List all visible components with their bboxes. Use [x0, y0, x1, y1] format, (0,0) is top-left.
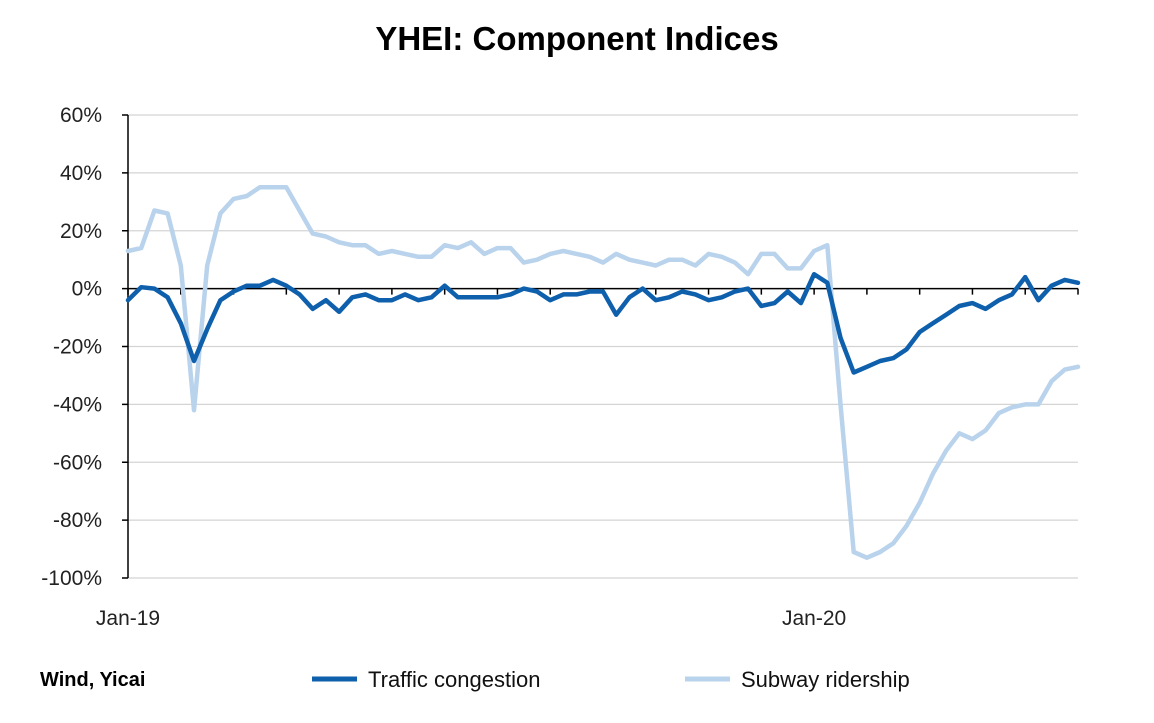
y-axis: 60% 40% 20% 0% -20% -40% -60% -80% -100%	[41, 104, 129, 590]
y-tick-label: 60%	[60, 104, 102, 127]
source-note: Wind, Yicai	[40, 669, 145, 691]
x-tick-label: Jan-19	[96, 607, 160, 630]
legend-label: Subway ridership	[741, 667, 910, 692]
x-axis: Jan-19 Jan-20	[96, 287, 1079, 630]
series-line-subway-ridership	[125, 185, 1081, 560]
y-tick-label: -40%	[53, 393, 102, 416]
legend-label: Traffic congestion	[368, 667, 540, 692]
x-tick-label: Jan-20	[782, 607, 846, 630]
y-tick-label: 40%	[60, 162, 102, 185]
legend: Traffic congestion Subway ridership	[312, 667, 910, 692]
series-layer	[125, 185, 1081, 560]
gridlines	[128, 114, 1078, 579]
y-tick-label: 0%	[72, 278, 102, 301]
y-tick-label: -100%	[41, 567, 102, 590]
series-line-traffic-congestion	[125, 271, 1081, 375]
y-tick-label: -80%	[53, 509, 102, 532]
y-tick-label: -20%	[53, 336, 102, 359]
y-tick-label: 20%	[60, 220, 102, 243]
chart-title: YHEI: Component Indices	[375, 20, 778, 57]
y-tick-label: -60%	[53, 451, 102, 474]
